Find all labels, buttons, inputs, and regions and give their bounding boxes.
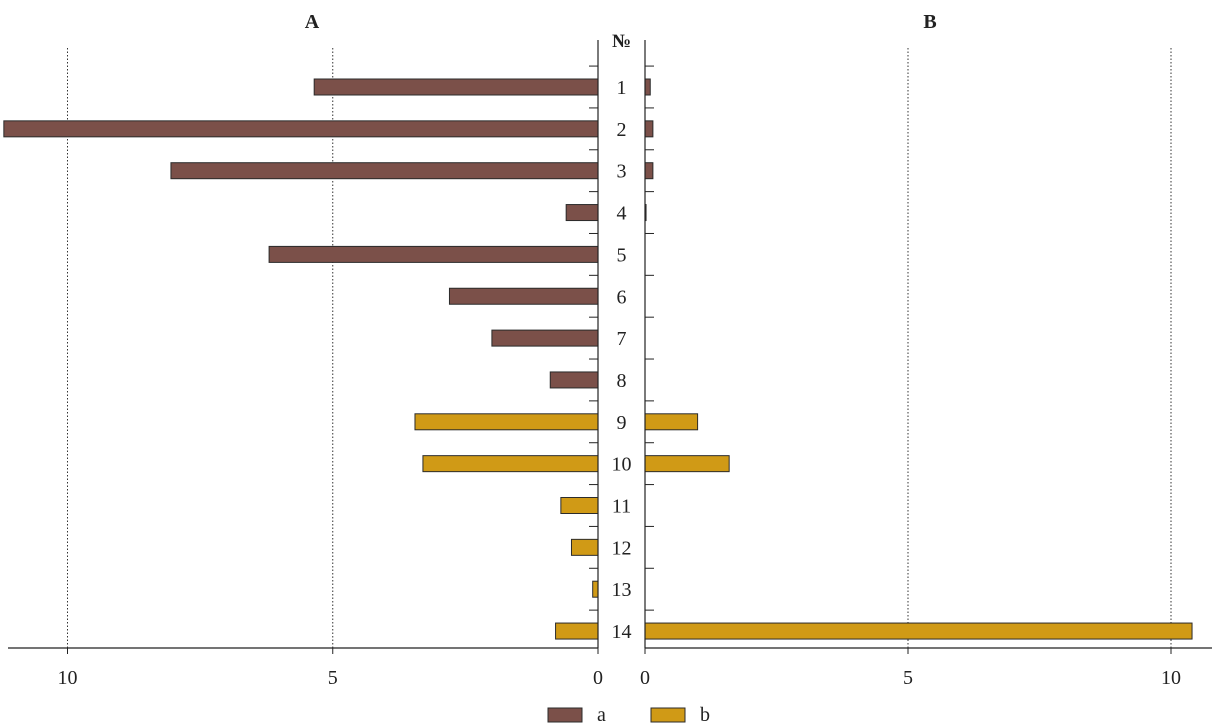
- bar-a-panel-row-12: [570, 538, 599, 556]
- row-label-6: 6: [617, 286, 627, 308]
- legend-swatch-a: [547, 707, 583, 723]
- bar-a-panel-row-13: [592, 580, 599, 598]
- bar-b-panel-row-1: [644, 78, 651, 96]
- row-label-13: 13: [612, 579, 632, 601]
- axes: [8, 40, 1212, 654]
- bar-a-panel-row-8: [549, 371, 599, 389]
- row-label-10: 10: [612, 454, 632, 476]
- right-tick-label: 5: [903, 667, 913, 689]
- row-label-7: 7: [617, 328, 627, 350]
- row-label-2: 2: [617, 119, 627, 141]
- row-label-4: 4: [617, 203, 627, 225]
- legend-label-b: b: [700, 704, 710, 726]
- bar-a-panel-row-11: [560, 497, 599, 514]
- bar-b-panel-row-10: [644, 455, 730, 473]
- bar-a-panel-row-14: [555, 622, 599, 640]
- legend-swatch-b: [650, 707, 686, 723]
- left-tick-label: 10: [58, 667, 78, 689]
- row-header: №: [612, 31, 631, 52]
- left-tick-label: 5: [328, 667, 338, 689]
- bar-a-panel-row-2: [3, 120, 599, 138]
- bar-a-panel-row-6: [448, 287, 599, 305]
- bar-a-panel-row-7: [491, 329, 599, 347]
- bar-b-panel-row-14: [644, 622, 1193, 640]
- legend-label-a: a: [597, 704, 606, 726]
- bar-a-panel-row-10: [422, 455, 599, 473]
- right-tick-label: 0: [640, 667, 650, 689]
- row-label-8: 8: [617, 370, 627, 392]
- bar-a-panel-row-5: [268, 245, 599, 263]
- row-label-5: 5: [617, 244, 627, 266]
- bar-b-panel-row-2: [644, 120, 654, 138]
- left-tick-label: 0: [593, 667, 603, 689]
- row-label-11: 11: [612, 496, 631, 518]
- panel-title-b: B: [923, 11, 936, 33]
- bar-a-panel-row-1: [313, 78, 599, 96]
- bar-a-panel-row-9: [414, 413, 599, 431]
- row-label-12: 12: [612, 537, 632, 559]
- bar-a-panel-row-4: [565, 204, 599, 222]
- right-tick-label: 10: [1161, 667, 1181, 689]
- row-label-9: 9: [617, 412, 627, 434]
- row-label-3: 3: [617, 161, 627, 183]
- panel-title-a: A: [305, 11, 320, 33]
- bars: [3, 78, 1193, 640]
- bar-a-panel-row-3: [170, 162, 599, 180]
- row-label-14: 14: [612, 621, 632, 643]
- row-label-1: 1: [617, 77, 627, 99]
- bar-b-panel-row-3: [644, 162, 654, 180]
- bar-b-panel-row-9: [644, 413, 699, 431]
